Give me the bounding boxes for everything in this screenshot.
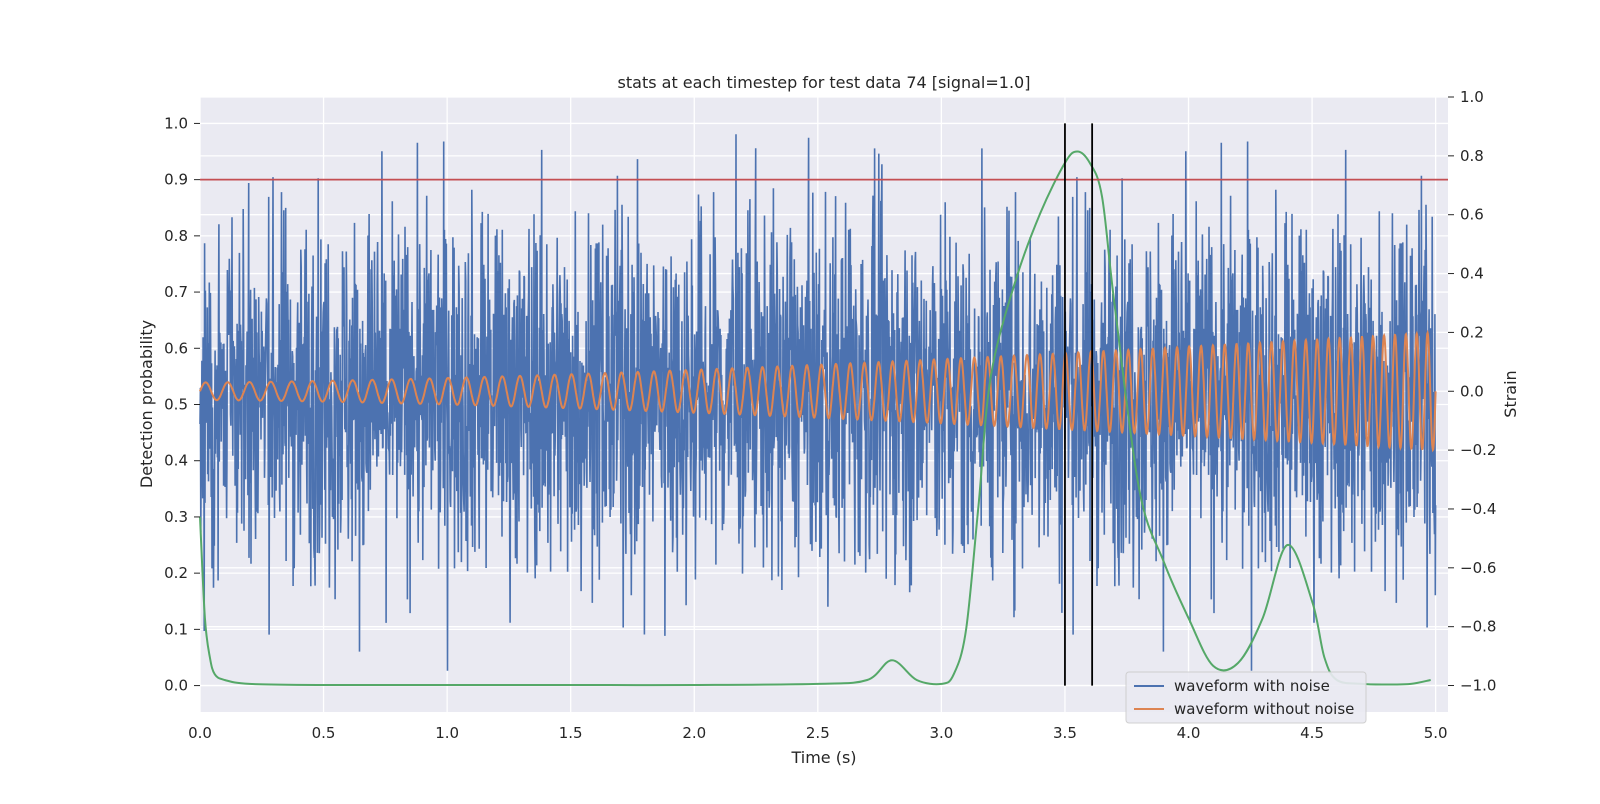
y-tick-label: 0.9 [164, 171, 188, 189]
y-ticks: 0.0 0.1 0.2 0.3 0.4 0.5 0.6 0.7 0.8 0.9 1.0 [164, 114, 200, 695]
x-tick-label: 0.5 [312, 724, 336, 742]
series-detection-probability [199, 150, 1431, 687]
y2-tick-label: −0.4 [1460, 500, 1496, 518]
y-tick-label: 0.6 [164, 339, 188, 357]
series-waveform-without-noise [199, 329, 1437, 453]
y2-tick-label: 0.4 [1460, 265, 1484, 283]
y2-axis-label: Strain [1501, 370, 1520, 417]
y-tick-label: 0.7 [164, 283, 188, 301]
x-axis-label: Time (s) [790, 748, 856, 767]
chart-title: stats at each timestep for test data 74 … [618, 73, 1031, 92]
y2-tick-label: 1.0 [1460, 88, 1484, 106]
y-tick-label: 0.0 [164, 677, 188, 695]
clean-series-group [199, 329, 1437, 453]
legend-box [1125, 671, 1367, 724]
x-ticks: 0.0 0.5 1.0 1.5 2.0 2.5 3.0 3.5 4.0 4.5 5.0 [188, 724, 1448, 742]
reference-lines [200, 123, 1448, 686]
y2-ticks: −1.0 −0.8 −0.6 −0.4 −0.2 0.0 0.2 0.4 0.6 0.8 1.0 [1448, 88, 1496, 695]
y-tick-label: 0.5 [164, 396, 188, 414]
y-tick-label: 0.1 [164, 620, 188, 638]
x-tick-label: 4.0 [1177, 724, 1201, 742]
y-tick-label: 1.0 [164, 114, 188, 132]
x-tick-label: 3.0 [929, 724, 953, 742]
y2-tick-label: −0.6 [1460, 559, 1496, 577]
y2-tick-label: 0.0 [1460, 382, 1484, 400]
y2-tick-label: −0.8 [1460, 618, 1496, 636]
y-axis-label: Detection probability [137, 320, 156, 488]
x-tick-label: 3.5 [1053, 724, 1077, 742]
y2-tick-label: 0.8 [1460, 147, 1484, 165]
x-tick-label: 0.0 [188, 724, 212, 742]
y2-tick-label: −1.0 [1460, 677, 1496, 695]
y-tick-label: 0.4 [164, 452, 188, 470]
legend: waveform with noise waveform without noi… [1125, 671, 1367, 724]
x-tick-label: 2.5 [806, 724, 830, 742]
y2-tick-label: −0.2 [1460, 441, 1496, 459]
x-tick-label: 2.0 [682, 724, 706, 742]
y-tick-label: 0.2 [164, 564, 188, 582]
y-tick-label: 0.8 [164, 227, 188, 245]
x-tick-label: 1.0 [435, 724, 459, 742]
legend-label-clean: waveform without noise [1174, 700, 1354, 718]
y2-tick-label: 0.2 [1460, 323, 1484, 341]
x-tick-label: 4.5 [1300, 724, 1324, 742]
legend-label-noisy: waveform with noise [1174, 677, 1330, 695]
x-tick-label: 1.5 [559, 724, 583, 742]
y-tick-label: 0.3 [164, 508, 188, 526]
probability-series-group [199, 150, 1431, 687]
x-tick-label: 5.0 [1424, 724, 1448, 742]
y2-tick-label: 0.6 [1460, 206, 1484, 224]
